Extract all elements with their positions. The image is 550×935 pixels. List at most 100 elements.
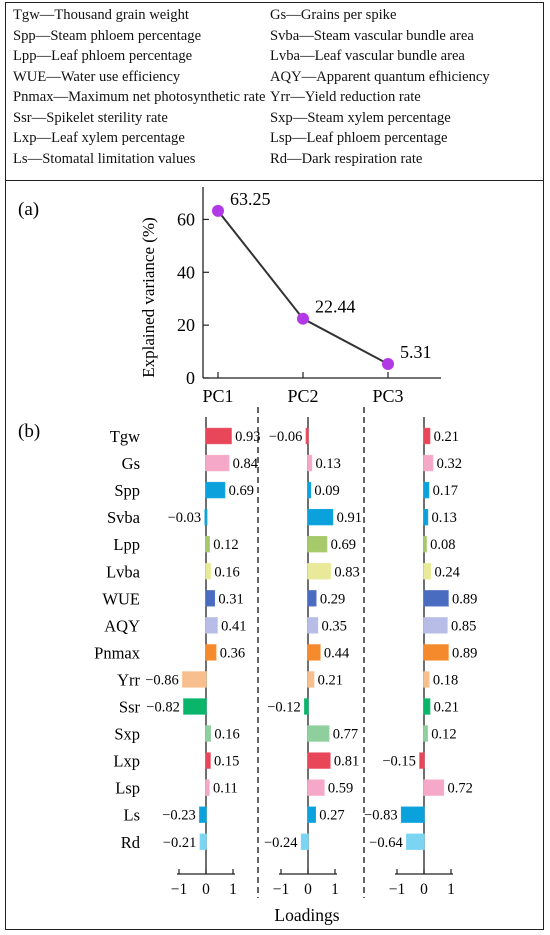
loading-label-pc2: 0.21	[318, 672, 343, 688]
bar-pc1-aqy	[205, 617, 218, 634]
bar-pc2-spp	[307, 481, 312, 499]
loading-label-pc2: 0.81	[334, 754, 359, 770]
x-tick-label: PC2	[287, 386, 318, 406]
legend-abbr: Sxp	[270, 109, 293, 126]
legend-entry-gs: Gs—Grains per spike	[270, 6, 396, 24]
variable-label-spp: Spp	[114, 481, 140, 500]
loading-label-pc3: 0.85	[451, 618, 476, 634]
legend-description: Steam vascular bundle area	[313, 27, 474, 44]
bar-pc2-lvba	[307, 563, 332, 580]
bar-pc1-sxp	[205, 725, 212, 742]
bar-pc1-spp	[205, 481, 226, 499]
loading-label-pc3: 0.72	[447, 781, 472, 797]
bar-pc2-sxp	[307, 725, 330, 742]
bar-pc2-lxp	[307, 752, 331, 769]
variance-line	[217, 210, 389, 365]
legend-entry-wue: WUE—Water use efficiency	[13, 68, 180, 86]
loading-label-pc1: 0.41	[221, 618, 246, 634]
loading-label-pc2: 0.83	[334, 564, 359, 580]
bar-pc1-lvba	[205, 563, 212, 580]
loading-label-pc1: 0.69	[229, 483, 254, 499]
panel-label-a: (a)	[18, 199, 39, 220]
bar-pc2-aqy	[307, 617, 319, 634]
legend-description: Steam xylem percentage	[307, 109, 451, 126]
legend-entry-pnmax: Pnmax—Maximum net photosynthetic rate	[13, 88, 266, 106]
x-tick-label: −1	[273, 881, 290, 898]
legend-description: Leaf vascular bundle area	[314, 48, 465, 64]
loading-label-pc3: 0.89	[452, 591, 477, 607]
legend-description: Yield reduction rate	[304, 89, 421, 105]
legend-separator: —	[53, 89, 69, 105]
variable-label-lsp: Lsp	[115, 779, 140, 798]
bar-pc3-sxp	[423, 725, 428, 742]
bar-pc2-pnmax	[307, 644, 321, 661]
bar-pc2-rd	[300, 833, 309, 850]
loading-label-pc3: 0.18	[433, 672, 458, 688]
y-tick-label: 20	[177, 315, 195, 335]
legend-description: Leaf xylem percentage	[51, 130, 185, 146]
figure-frame: Tgw—Thousand grain weight Spp—Steam phloe…	[5, 2, 544, 930]
loading-label-pc3: 0.24	[434, 564, 460, 580]
bar-pc1-tgw	[205, 427, 232, 445]
legend-description: Leaf phloem percentage	[306, 130, 448, 146]
loading-label-pc3: 0.08	[430, 537, 455, 553]
legend-entry-lvba: Lvba—Leaf vascular bundle area	[270, 47, 465, 65]
loading-label-pc3: 0.32	[437, 456, 462, 472]
legend-abbr: Ls	[13, 150, 28, 167]
bar-pc1-rd	[199, 833, 207, 850]
legend-abbr: WUE	[13, 68, 47, 85]
variable-label-lpp: Lpp	[113, 535, 140, 554]
bar-pc1-ssr	[183, 698, 207, 715]
legend-abbr: Spp	[13, 27, 36, 44]
panel-label-b: (b)	[18, 421, 40, 442]
bar-pc2-tgw	[305, 427, 309, 445]
legend-entry-lsp: Lsp—Leaf phloem percentage	[270, 129, 447, 147]
abbreviation-legend: Tgw—Thousand grain weight Spp—Steam phloe…	[6, 3, 543, 181]
legend-abbr: Tgw	[13, 7, 40, 23]
legend-abbr: Yrr	[270, 89, 291, 105]
loading-label-pc3: 0.21	[434, 429, 459, 445]
legend-separator: —	[301, 68, 317, 85]
bar-pc2-ls	[307, 806, 316, 823]
legend-entry-yrr: Yrr—Yield reduction rate	[270, 88, 421, 106]
bar-pc2-yrr	[307, 671, 315, 688]
y-tick-label: 60	[177, 209, 195, 229]
bar-pc3-yrr	[423, 671, 430, 688]
loading-label-pc2: −0.06	[269, 429, 303, 445]
legend-separator: —	[286, 7, 301, 23]
legend-entry-lxp: Lxp—Leaf xylem percentage	[13, 129, 185, 147]
loading-label-pc1: 0.16	[214, 727, 239, 743]
legend-abbr: Pnmax	[13, 89, 54, 105]
loading-label-pc2: 0.91	[337, 510, 362, 526]
legend-abbr: Gs	[270, 7, 287, 23]
x-tick-label: PC1	[202, 386, 233, 406]
legend-separator: —	[39, 7, 55, 23]
point-pc1	[212, 204, 224, 217]
legend-description: Apparent quantum efhiciency	[316, 68, 490, 85]
legend-description: Steam phloem percentage	[50, 27, 202, 44]
bar-pc1-gs	[205, 454, 230, 472]
legend-entry-spp: Spp—Steam phloem percentage	[13, 27, 201, 45]
bar-pc1-ls	[199, 806, 207, 823]
legend-description: Dark respiration rate	[301, 150, 423, 167]
loading-label-pc1: 0.12	[213, 537, 238, 553]
legend-separator: —	[299, 27, 314, 44]
legend-entry-rd: Rd—Dark respiration rate	[270, 150, 422, 168]
legend-separator: —	[46, 68, 61, 85]
loading-label-pc2: 0.29	[320, 591, 345, 607]
x-tick-label: 1	[447, 881, 455, 898]
loading-label-pc2: 0.13	[316, 456, 341, 472]
bar-pc3-rd	[406, 833, 425, 850]
variable-label-wue: WUE	[102, 589, 140, 608]
bar-pc3-ssr	[423, 698, 431, 715]
legend-abbr: Ssr	[13, 109, 32, 126]
point-pc3	[382, 357, 394, 370]
variable-label-yrr: Yrr	[117, 670, 140, 689]
x-tick-label: 1	[331, 881, 339, 898]
legend-description: Stomatal limitation values	[42, 150, 196, 167]
bar-pc3-aqy	[423, 617, 448, 634]
point-pc2	[297, 312, 309, 325]
bar-pc1-lxp	[205, 752, 211, 769]
legend-description: Spikelet sterility rate	[46, 109, 168, 126]
legend-entry-lpp: Lpp—Leaf phloem percentage	[13, 47, 192, 65]
